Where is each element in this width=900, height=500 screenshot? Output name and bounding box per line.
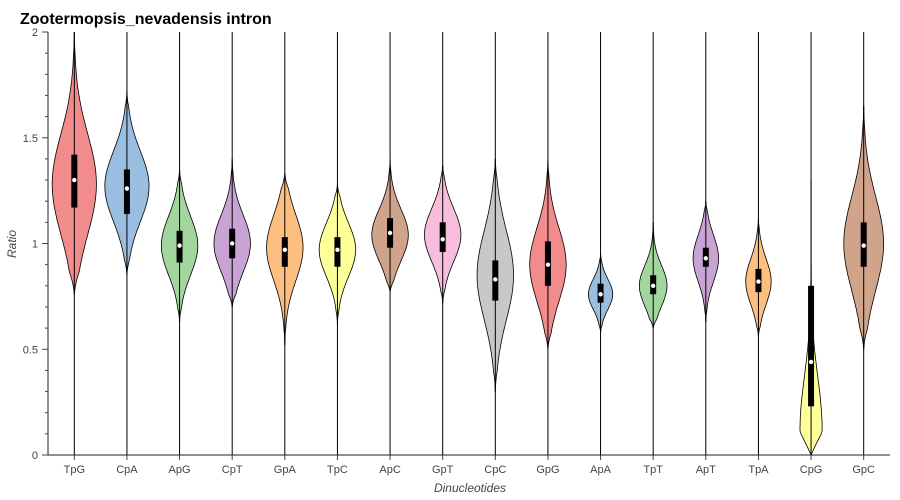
y-tick-label: 0: [32, 450, 38, 462]
x-tick-label: GpG: [536, 464, 559, 476]
x-tick-label: ApG: [169, 464, 191, 476]
median-dot-CpC: [493, 277, 498, 282]
x-tick-label: TpC: [327, 464, 348, 476]
median-dot-GpG: [545, 262, 551, 267]
y-axis-label: Ratio: [5, 230, 19, 258]
y-tick-label: 1.5: [23, 133, 38, 145]
median-dot-ApG: [177, 243, 182, 248]
median-dot-GpT: [440, 237, 445, 242]
x-tick-label: TpA: [748, 464, 769, 476]
x-tick-label: CpC: [484, 464, 506, 476]
x-tick-label: GpC: [852, 464, 875, 476]
x-tick-label: ApT: [696, 464, 716, 476]
x-tick-label: CpT: [222, 464, 243, 476]
y-axis: 0 0.5 1 1.5 2: [23, 27, 49, 462]
median-dot-TpA: [756, 279, 761, 284]
iqr-box-CpG: [808, 285, 815, 407]
x-tick-label: GpA: [274, 464, 297, 476]
median-dot-TpC: [335, 247, 340, 253]
x-axis-label: Dinucleotides: [434, 481, 506, 495]
y-tick-label: 1: [32, 239, 38, 251]
median-dot-ApC: [387, 230, 393, 236]
plot-area: [51, 31, 884, 456]
median-dot-CpA: [124, 186, 130, 191]
x-tick-label: CpG: [800, 464, 823, 476]
iqr-box-CpA: [123, 169, 130, 214]
median-dot-GpA: [282, 247, 288, 253]
x-tick-label: CpA: [116, 464, 138, 476]
x-tick-label: TpG: [64, 464, 85, 476]
chart-title: Zootermopsis_nevadensis intron: [20, 11, 272, 28]
median-dot-TpT: [650, 283, 656, 288]
median-dot-ApA: [598, 292, 603, 297]
x-tick-label: ApC: [379, 464, 400, 476]
x-tick-label: TpT: [643, 464, 663, 476]
median-dot-ApT: [703, 256, 709, 261]
median-dot-CpG: [808, 359, 814, 365]
median-dot-CpT: [229, 241, 235, 246]
y-tick-label: 2: [32, 27, 38, 39]
x-tick-label: GpT: [432, 464, 454, 476]
median-dot-GpC: [861, 243, 866, 248]
median-dot-TpG: [72, 177, 77, 183]
y-tick-label: 0.5: [23, 344, 38, 356]
x-tick-label: ApA: [590, 464, 611, 476]
x-axis: TpG CpA ApG CpT GpA TpC ApC GpT CpC GpG ApA TpT ApT T…: [48, 454, 890, 476]
